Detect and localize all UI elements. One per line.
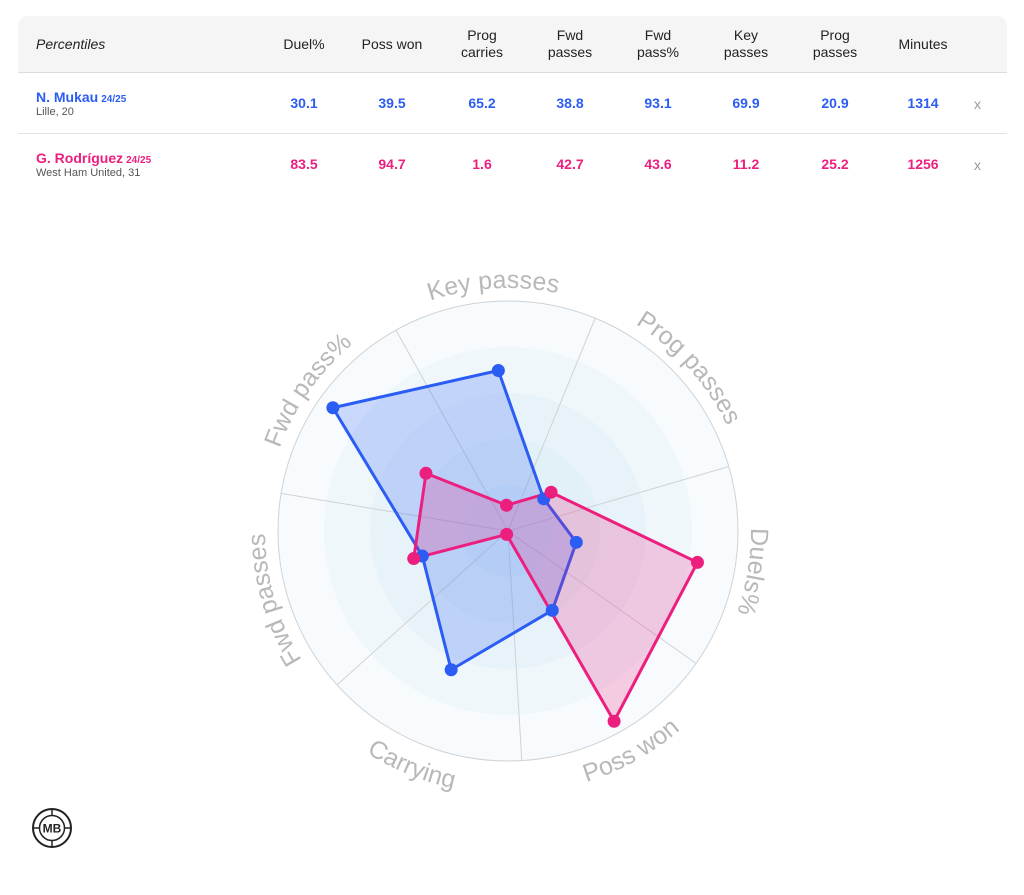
player-name-text: G. Rodríguez	[36, 150, 124, 166]
remove-player-button[interactable]: x	[974, 157, 981, 173]
grid-spoke	[507, 317, 596, 532]
data-point[interactable]	[326, 401, 340, 415]
player-row: N. Mukau 24/25 Lille, 20 30.1 39.5 65.2 38.8 93…	[18, 73, 1007, 134]
table-cell: 69.9	[732, 95, 760, 111]
table-cell: 93.1	[644, 95, 672, 111]
table-cell: 1256	[907, 156, 939, 172]
table-cell: 20.9	[821, 95, 849, 111]
data-point[interactable]	[569, 535, 583, 549]
player-club-age: Lille, 20	[36, 106, 74, 118]
table-title: Percentiles	[36, 36, 106, 52]
table-cell: 83.5	[290, 156, 318, 172]
data-point[interactable]	[499, 498, 513, 512]
data-point[interactable]	[545, 603, 559, 617]
grid-spoke	[507, 530, 697, 664]
player-name[interactable]: G. Rodríguez 24/25	[36, 150, 151, 166]
table-cell: 30.1	[290, 95, 318, 111]
table-cell: 42.7	[556, 156, 584, 172]
data-point[interactable]	[500, 527, 514, 541]
table-cell: 43.6	[644, 156, 672, 172]
series-area	[412, 471, 699, 723]
table-cell: 39.5	[378, 95, 406, 111]
data-point[interactable]	[444, 663, 458, 677]
table-cell: 94.7	[378, 156, 406, 172]
table-cell: 65.2	[468, 95, 496, 111]
brand-logo: MB	[30, 806, 74, 855]
table-cell: 38.8	[556, 95, 584, 111]
data-point[interactable]	[419, 466, 433, 480]
axis-label: Key passes	[424, 266, 562, 307]
grid-spoke	[336, 530, 509, 686]
data-point[interactable]	[607, 714, 621, 728]
player-season: 24/25	[101, 94, 127, 105]
column-header[interactable]: Key passes	[723, 27, 769, 60]
grid-spoke	[507, 530, 523, 761]
percentiles-table: Percentiles Duel% Poss won Prog carries Fwd…	[18, 16, 1007, 194]
table-cell: 1.6	[472, 156, 492, 172]
table-body: N. Mukau 24/25 Lille, 20 30.1 39.5 65.2 38.8 93…	[18, 73, 1007, 194]
table-cell: 25.2	[821, 156, 849, 172]
player-row: G. Rodríguez 24/25 West Ham United, 31 83.5…	[18, 134, 1007, 194]
grid-spoke	[507, 465, 729, 532]
data-point[interactable]	[491, 364, 505, 378]
player-club-age: West Ham United, 31	[36, 167, 141, 179]
table-header: Percentiles Duel% Poss won Prog carries Fwd…	[18, 16, 1007, 73]
series-area	[331, 369, 578, 672]
data-point[interactable]	[407, 552, 421, 566]
player-name[interactable]: N. Mukau 24/25	[36, 89, 126, 105]
column-header[interactable]: Fwd passes	[547, 27, 593, 60]
column-header[interactable]: Fwd pass%	[636, 27, 680, 60]
svg-text:MB: MB	[43, 822, 62, 836]
player-name-text: N. Mukau	[36, 89, 99, 105]
column-header[interactable]: Prog carries	[460, 27, 503, 60]
data-point[interactable]	[544, 485, 558, 499]
column-header[interactable]: Poss won	[361, 35, 423, 52]
column-header[interactable]: Prog passes	[812, 27, 858, 60]
data-point[interactable]	[690, 555, 704, 569]
column-header[interactable]: Duel%	[283, 35, 325, 52]
table-cell: 1314	[907, 95, 939, 111]
table-cell: 11.2	[732, 156, 760, 172]
column-header[interactable]: Minutes	[898, 35, 948, 52]
remove-player-button[interactable]: x	[974, 96, 981, 112]
player-season: 24/25	[126, 155, 152, 166]
